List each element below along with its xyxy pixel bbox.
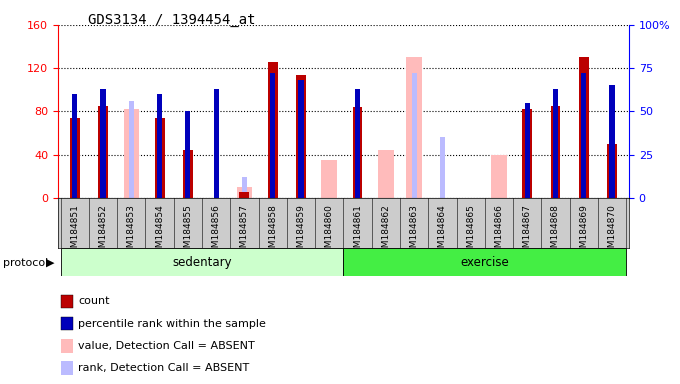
Text: GSM184852: GSM184852 xyxy=(99,204,107,258)
Text: GSM184862: GSM184862 xyxy=(381,204,390,258)
Bar xyxy=(70,118,80,198)
Text: GSM184868: GSM184868 xyxy=(551,204,560,259)
Bar xyxy=(157,94,162,198)
Bar xyxy=(237,187,252,198)
Bar xyxy=(411,73,417,198)
Bar xyxy=(440,137,445,198)
Bar xyxy=(522,109,532,198)
Text: GSM184854: GSM184854 xyxy=(155,204,164,258)
Bar xyxy=(553,89,558,198)
Bar xyxy=(129,101,134,198)
Bar xyxy=(551,106,560,198)
Bar xyxy=(124,109,139,198)
Bar xyxy=(299,80,303,198)
Text: GSM184867: GSM184867 xyxy=(523,204,532,259)
Bar xyxy=(296,74,306,198)
Bar xyxy=(491,155,507,198)
Text: protocol: protocol xyxy=(3,258,49,268)
Bar xyxy=(579,57,589,198)
Bar xyxy=(186,111,190,198)
Text: GSM184859: GSM184859 xyxy=(296,204,305,259)
Text: rank, Detection Call = ABSENT: rank, Detection Call = ABSENT xyxy=(78,363,250,373)
Text: GSM184858: GSM184858 xyxy=(268,204,277,259)
Bar xyxy=(183,150,193,198)
Bar xyxy=(101,89,105,198)
Text: GDS3134 / 1394454_at: GDS3134 / 1394454_at xyxy=(88,13,256,27)
Text: ▶: ▶ xyxy=(46,258,54,268)
Text: GSM184861: GSM184861 xyxy=(353,204,362,259)
Text: GSM184864: GSM184864 xyxy=(438,204,447,258)
Text: GSM184855: GSM184855 xyxy=(184,204,192,259)
Bar xyxy=(525,103,530,198)
Bar xyxy=(154,118,165,198)
Bar xyxy=(214,89,219,198)
Bar xyxy=(609,86,615,198)
Text: GSM184869: GSM184869 xyxy=(579,204,588,259)
Bar xyxy=(343,248,626,276)
Bar xyxy=(268,62,277,198)
Bar xyxy=(355,89,360,198)
Text: value, Detection Call = ABSENT: value, Detection Call = ABSENT xyxy=(78,341,255,351)
Text: GSM184863: GSM184863 xyxy=(409,204,419,259)
Bar xyxy=(98,106,108,198)
Text: GSM184860: GSM184860 xyxy=(325,204,334,259)
Bar xyxy=(525,129,530,198)
Text: count: count xyxy=(78,296,109,306)
Bar xyxy=(322,160,337,198)
Bar xyxy=(270,73,275,198)
Text: GSM184865: GSM184865 xyxy=(466,204,475,259)
Bar xyxy=(378,150,394,198)
Text: sedentary: sedentary xyxy=(172,256,232,268)
Text: GSM184857: GSM184857 xyxy=(240,204,249,259)
Bar xyxy=(61,248,343,276)
Text: GSM184866: GSM184866 xyxy=(494,204,503,259)
Bar xyxy=(72,94,78,198)
Bar xyxy=(407,57,422,198)
Bar xyxy=(239,192,250,198)
Text: GSM184856: GSM184856 xyxy=(211,204,220,259)
Text: exercise: exercise xyxy=(460,256,509,268)
Text: GSM184853: GSM184853 xyxy=(127,204,136,259)
Bar xyxy=(353,107,362,198)
Text: percentile rank within the sample: percentile rank within the sample xyxy=(78,319,266,329)
Bar xyxy=(607,144,617,198)
Bar xyxy=(581,73,586,198)
Bar xyxy=(242,177,247,198)
Text: GSM184851: GSM184851 xyxy=(70,204,80,259)
Text: GSM184870: GSM184870 xyxy=(607,204,617,259)
